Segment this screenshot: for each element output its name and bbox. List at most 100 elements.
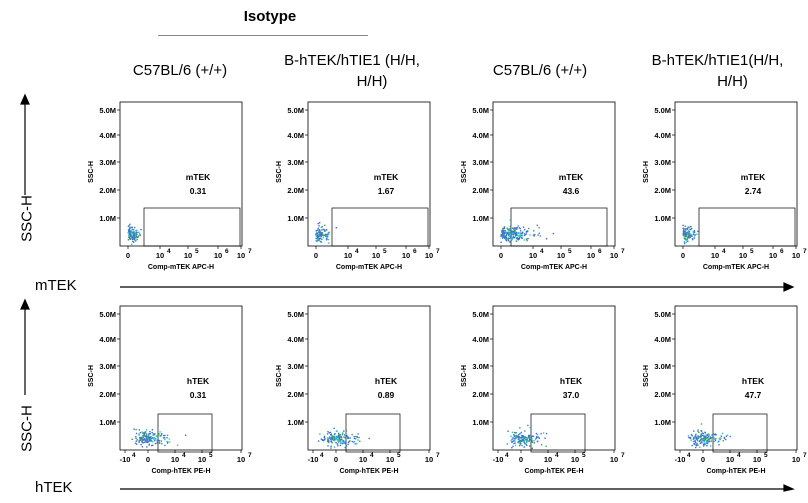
event-dot: [516, 234, 518, 237]
event-dot: [523, 435, 526, 438]
event-dot: [691, 238, 694, 240]
col-title-4-line-2: H/H): [717, 73, 748, 90]
col-title-1-line-1: C57BL/6 (+/+): [132, 62, 228, 79]
y-axis-label: SSC-H: [88, 161, 95, 183]
event-dot: [536, 434, 539, 436]
x-tick-label: 0: [126, 251, 130, 260]
y-axis-label: SSC-H: [643, 365, 650, 387]
gate-box: [712, 413, 768, 453]
event-dot: [341, 433, 344, 436]
event-dot: [317, 229, 319, 231]
event-dot: [349, 437, 351, 439]
event-dot: [527, 437, 530, 439]
col-title-3-line-1: C57BL/6 (+/+): [492, 62, 588, 79]
event-dot: [519, 439, 522, 442]
event-dot: [139, 431, 142, 434]
x-tick-label: 10: [587, 251, 595, 260]
event-dot: [347, 436, 349, 439]
event-dot: [141, 440, 143, 443]
event-dot: [323, 234, 326, 236]
event-dot: [341, 442, 344, 445]
x-tick-label: 10: [610, 251, 618, 260]
event-dot: [545, 432, 548, 435]
event-dot: [149, 440, 151, 442]
event-dot: [148, 436, 150, 438]
event-dot: [709, 436, 712, 439]
event-dot: [682, 224, 684, 227]
event-dot: [129, 238, 132, 240]
x-tick-label: 10: [739, 251, 747, 260]
y-tick-label: 1.0M: [472, 214, 489, 223]
x-tick-label: 10: [557, 251, 565, 260]
event-dot: [168, 441, 171, 443]
event-dot: [710, 440, 712, 442]
event-dot: [683, 242, 686, 245]
event-dot: [328, 436, 331, 438]
x-tick-exponent: 4: [687, 452, 691, 459]
event-dot: [509, 225, 512, 228]
event-dot: [327, 441, 330, 444]
event-dot: [522, 439, 525, 441]
gate-box: [698, 207, 796, 247]
x-tick-exponent: 7: [248, 452, 252, 459]
event-dot: [135, 233, 138, 236]
event-dot: [164, 444, 166, 447]
event-dot: [720, 435, 723, 437]
event-dot: [140, 443, 142, 446]
event-dot: [697, 430, 699, 433]
event-dot: [345, 433, 348, 435]
event-dot: [698, 431, 700, 434]
event-dot: [724, 438, 727, 441]
event-dot: [155, 435, 157, 437]
event-dot: [135, 432, 138, 435]
event-dot: [339, 441, 341, 444]
event-dot: [318, 231, 320, 234]
event-dot: [534, 438, 537, 440]
x-tick-label: 10: [425, 251, 433, 260]
event-dot: [133, 234, 136, 237]
y-tick-label: 1.0M: [99, 214, 116, 223]
event-dot: [502, 236, 504, 239]
event-dot: [696, 233, 698, 235]
event-dot: [687, 435, 690, 437]
event-dot: [338, 437, 341, 440]
event-dot: [708, 440, 711, 443]
event-dot: [333, 427, 335, 430]
x-tick-exponent: 5: [195, 248, 199, 255]
event-dot: [521, 435, 523, 437]
event-dot: [540, 443, 543, 446]
event-dot: [520, 431, 523, 434]
event-dot: [166, 442, 169, 444]
event-dot: [135, 437, 137, 440]
event-dot: [529, 234, 531, 236]
event-dot: [138, 434, 140, 436]
y-tick-label: 2.0M: [654, 186, 671, 195]
event-dot: [701, 432, 704, 434]
event-dot: [503, 227, 506, 229]
gate-box: [345, 413, 401, 453]
event-dot: [506, 443, 509, 445]
event-dot: [315, 234, 317, 236]
event-dot: [686, 233, 688, 236]
event-dot: [512, 236, 515, 238]
event-dot: [513, 442, 515, 445]
y-tick-label: 3.0M: [654, 158, 671, 167]
event-dot: [320, 241, 323, 243]
gate-box: [510, 207, 608, 247]
col-title-2: B-hTEK/hTIE1 (H/H, H/H): [262, 50, 442, 92]
event-dot: [519, 227, 522, 230]
event-dot: [523, 446, 525, 448]
event-dot: [331, 436, 334, 439]
x-tick-exponent: 4: [132, 452, 136, 459]
event-dot: [139, 439, 142, 442]
event-dot: [344, 436, 346, 439]
event-dot: [502, 230, 505, 232]
gate-value: 0.89: [378, 390, 395, 400]
y-tick-label: 1.0M: [99, 418, 116, 427]
event-dot: [705, 434, 707, 436]
x-tick-exponent: 7: [436, 452, 440, 459]
event-dot: [509, 233, 512, 236]
gate-label: mTEK: [559, 172, 584, 182]
